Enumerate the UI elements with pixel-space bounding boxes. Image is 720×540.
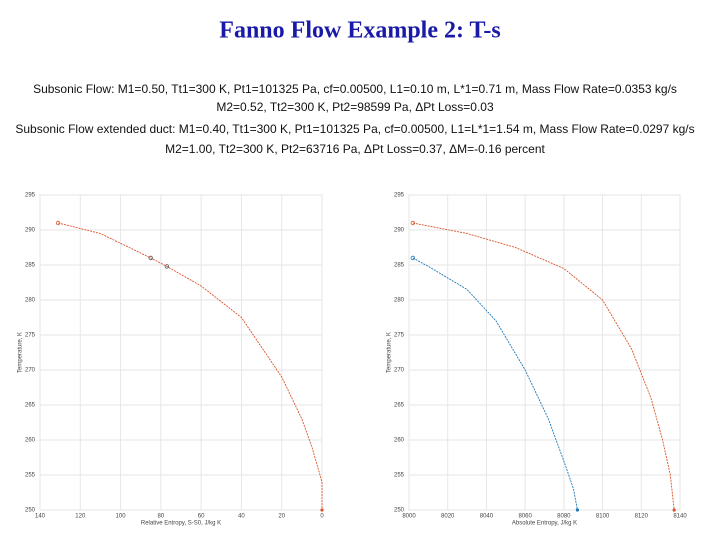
y-tick-label: 260 [25,438,36,444]
data-line [58,222,323,510]
x-tick-label: 80 [158,514,165,520]
start-marker [410,255,416,261]
y-tick-label: 265 [25,403,36,409]
y-tick-label: 275 [25,333,36,339]
data-line [412,222,675,511]
y-tick-label: 290 [394,228,405,234]
data-marker [164,264,170,269]
x-tick-label: 8120 [635,514,649,520]
y-tick-label: 280 [25,298,36,304]
y-tick-label: 280 [394,298,405,304]
data-line [412,257,578,511]
x-tick-label: 8000 [402,514,416,520]
data-marker [148,255,153,261]
x-axis-label: Absolute Entropy, J/kg K [512,521,577,527]
y-tick-label: 270 [25,368,36,374]
x-tick-label: 20 [278,514,285,520]
x-tick-label: 40 [238,514,245,520]
y-tick-label: 295 [394,193,405,199]
x-tick-label: 8060 [518,514,532,520]
info-line: Subsonic Flow: M1=0.50, Tt1=300 K, Pt1=1… [33,82,677,96]
y-axis-label: Temperature, K [387,332,393,373]
start-marker [410,220,416,226]
x-tick-label: 8100 [596,514,610,520]
y-tick-label: 250 [394,508,405,514]
x-tick-label: 8040 [480,514,494,520]
y-tick-label: 270 [394,368,405,374]
y-tick-label: 265 [394,403,405,409]
x-tick-label: 8140 [673,514,687,520]
plot-area [39,194,323,511]
end-marker [575,508,580,512]
y-tick-label: 290 [25,228,36,234]
info-line: M2=1.00, Tt2=300 K, Pt2=63716 Pa, ΔPt Lo… [165,142,545,156]
start-marker [55,220,61,226]
plot-area [408,194,681,511]
end-marker [320,508,324,512]
y-tick-label: 285 [25,263,36,269]
info-line: M2=0.52, Tt2=300 K, Pt2=98599 Pa, ΔPt Lo… [216,100,494,114]
x-tick-label: 120 [75,514,86,520]
x-tick-label: 60 [198,514,205,520]
end-marker [672,508,676,512]
x-tick-label: 8080 [557,514,571,520]
x-axis-label: Relative Entropy, S-S0, J/kg K [141,521,221,527]
y-tick-label: 255 [25,473,36,479]
y-tick-label: 250 [25,508,36,514]
x-tick-label: 140 [35,514,46,520]
y-tick-label: 260 [394,438,405,444]
y-tick-label: 255 [394,473,405,479]
y-tick-label: 285 [394,263,405,269]
x-tick-label: 100 [116,514,127,520]
y-tick-label: 295 [25,193,36,199]
x-tick-label: 0 [320,514,324,520]
y-tick-label: 275 [394,333,405,339]
y-axis-label: Temperature, K [18,332,24,373]
info-line: Subsonic Flow extended duct: M1=0.40, Tt… [15,122,694,136]
slide-title: Fanno Flow Example 2: T-s [219,18,500,44]
x-tick-label: 8020 [441,514,455,520]
